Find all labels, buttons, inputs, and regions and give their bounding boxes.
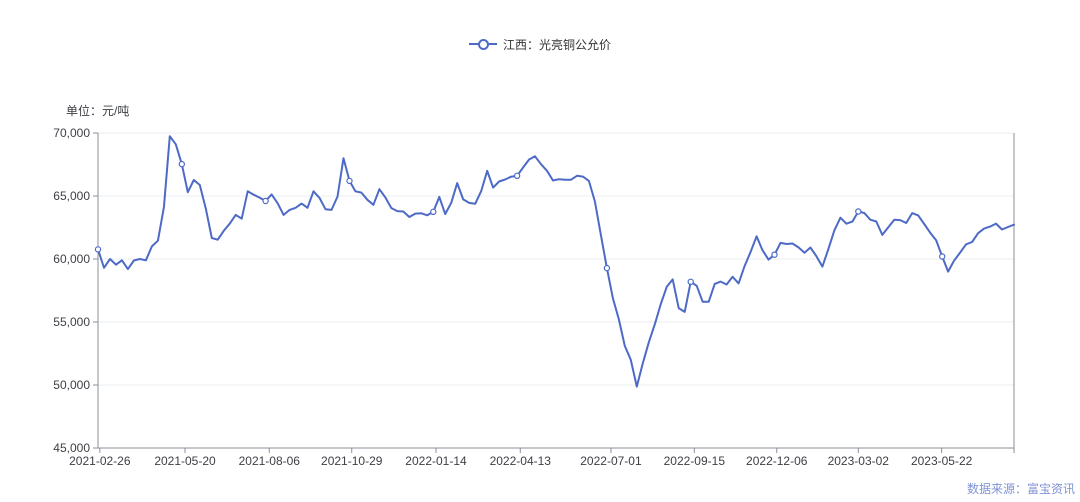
data-source: 数据来源：富宝资讯: [967, 480, 1075, 497]
series-point-marker[interactable]: [855, 208, 862, 215]
x-axis-label: 2022-12-06: [746, 454, 808, 468]
x-axis-label: 2021-05-20: [154, 454, 216, 468]
series-point-marker[interactable]: [513, 172, 521, 179]
x-axis-label: 2021-08-06: [239, 454, 301, 468]
x-axis-label: 2023-05-22: [911, 454, 973, 468]
data-source-link[interactable]: 富宝资讯: [1026, 482, 1075, 496]
x-axis-label: 2021-10-29: [321, 454, 383, 468]
data-source-prefix: 数据来源：: [966, 482, 1027, 496]
x-axis-label: 2023-03-02: [828, 454, 890, 468]
series-point-marker[interactable]: [94, 246, 102, 253]
series-line[interactable]: [97, 135, 1015, 388]
series-point-marker[interactable]: [178, 160, 185, 168]
x-axis-label: 2021-02-26: [69, 454, 131, 468]
series-point-marker[interactable]: [430, 208, 437, 215]
legend-circle-glyph: [477, 39, 489, 50]
x-axis-label: 2022-09-15: [664, 454, 726, 468]
series-point-marker[interactable]: [262, 197, 269, 205]
x-axis-label: 2022-07-01: [580, 454, 642, 468]
line-series-icon: [468, 38, 497, 50]
x-axis-label: 2022-04-13: [490, 454, 552, 468]
y-axis-label: 50,000: [53, 378, 90, 392]
y-axis-label: 65,000: [53, 189, 90, 203]
legend-item[interactable]: 江西：光亮铜公允价: [0, 36, 1080, 52]
series-point-marker[interactable]: [687, 278, 694, 285]
x-axis-label: 2022-01-14: [405, 454, 467, 468]
series-point-marker[interactable]: [771, 251, 778, 258]
series-point-marker[interactable]: [939, 253, 946, 260]
legend-label: 江西：光亮铜公允价: [502, 37, 611, 52]
y-axis-label: 45,000: [53, 441, 90, 455]
y-axis-label: 55,000: [53, 315, 90, 329]
series-point-marker[interactable]: [346, 177, 353, 185]
y-axis-label: 70,000: [53, 126, 90, 140]
y-axis-label: 60,000: [53, 252, 90, 266]
y-axis-unit-label: 单位：元/吨: [66, 104, 130, 118]
series-point-marker[interactable]: [603, 264, 611, 272]
